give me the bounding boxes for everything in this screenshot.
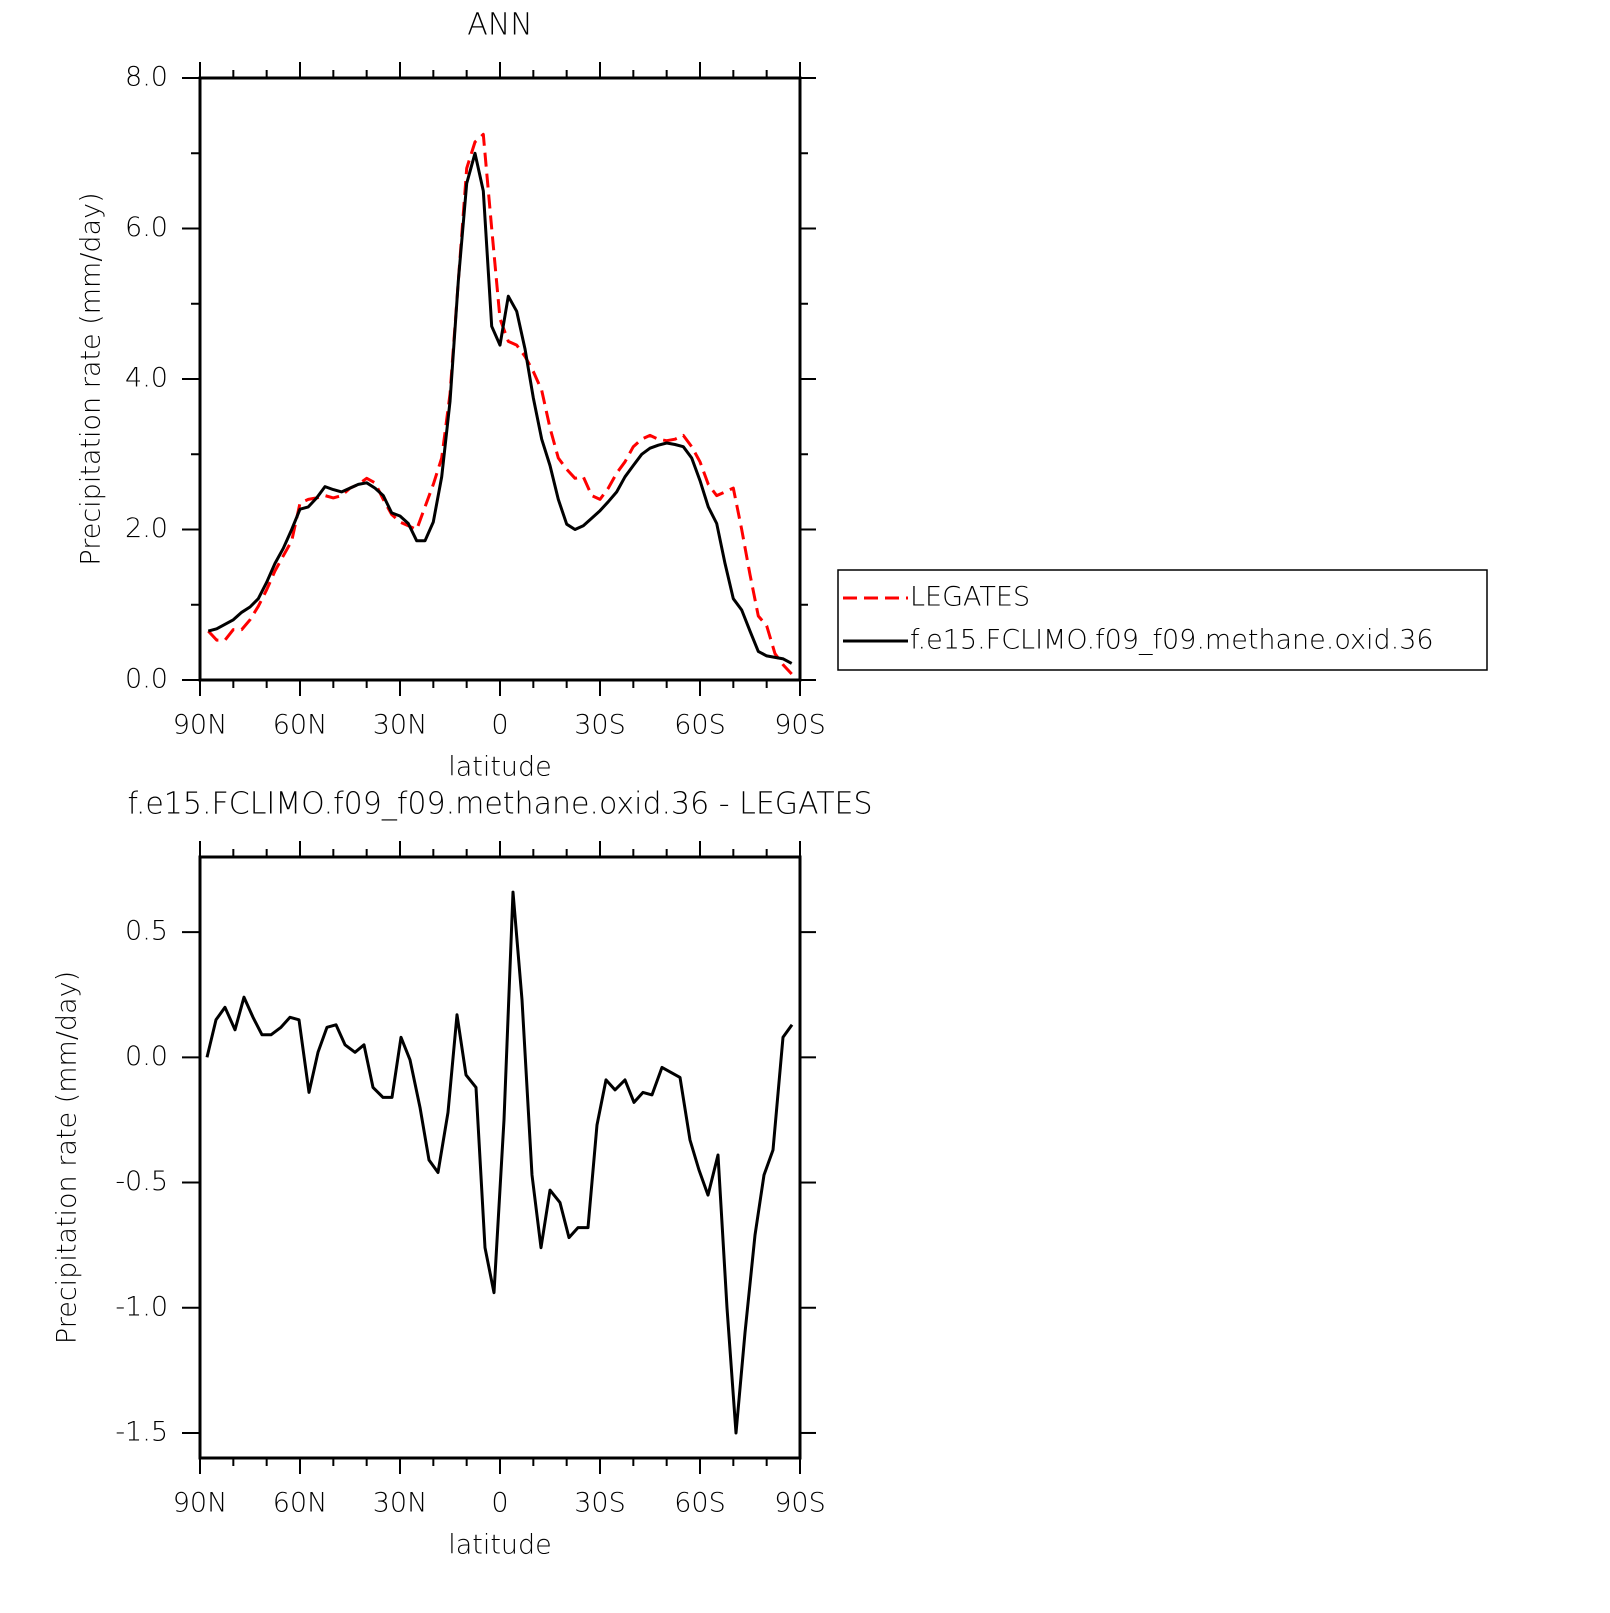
- y-tick-label: 8.0: [125, 62, 168, 93]
- x-tick-label: 60N: [273, 1488, 328, 1519]
- x-axis-label: latitude: [448, 1530, 552, 1561]
- x-tick-label: 90N: [173, 710, 228, 741]
- x-tick-label: 60S: [674, 710, 726, 741]
- x-tick-label: 90S: [774, 1488, 826, 1519]
- plot-frame: [198, 76, 802, 682]
- x-tick-label: 30N: [373, 1488, 428, 1519]
- chart-title: ANN: [467, 8, 532, 43]
- y-tick-label: 4.0: [125, 363, 168, 394]
- data-line: [207, 132, 793, 676]
- y-tick-label: -1.0: [115, 1291, 168, 1322]
- y-tick-label: 0.5: [125, 916, 168, 947]
- y-axis-label: Precipitation rate (mm/day): [76, 192, 107, 565]
- x-tick-label: 0: [491, 1488, 508, 1519]
- y-tick-label: 2.0: [125, 513, 168, 544]
- x-tick-label: 90N: [173, 1488, 228, 1519]
- x-tick-label: 30S: [574, 1488, 626, 1519]
- x-tick-label: 30N: [373, 710, 428, 741]
- y-tick-label: 0.0: [125, 664, 168, 695]
- x-axis-label: latitude: [448, 752, 552, 783]
- x-tick-label: 60N: [273, 710, 328, 741]
- y-tick-label: 0.0: [125, 1041, 168, 1072]
- y-axis-label: Precipitation rate (mm/day): [52, 971, 83, 1344]
- x-tick-label: 30S: [574, 710, 626, 741]
- y-tick-label: -1.5: [115, 1416, 168, 1447]
- legend-label: f.e15.FCLIMO.f09_f09.methane.oxid.36: [910, 625, 1434, 656]
- legend-box: [837, 569, 1488, 671]
- data-line: [207, 151, 793, 665]
- y-tick-label: -0.5: [115, 1166, 168, 1197]
- y-tick-label: 6.0: [125, 212, 168, 243]
- x-tick-label: 0: [491, 710, 508, 741]
- chart-title: f.e15.FCLIMO.f09_f09.methane.oxid.36 - L…: [127, 787, 872, 822]
- x-tick-label: 60S: [674, 1488, 726, 1519]
- plot-frame: [198, 855, 802, 1460]
- data-line: [205, 890, 794, 1435]
- legend-label: LEGATES: [910, 582, 1030, 613]
- x-tick-label: 90S: [774, 710, 826, 741]
